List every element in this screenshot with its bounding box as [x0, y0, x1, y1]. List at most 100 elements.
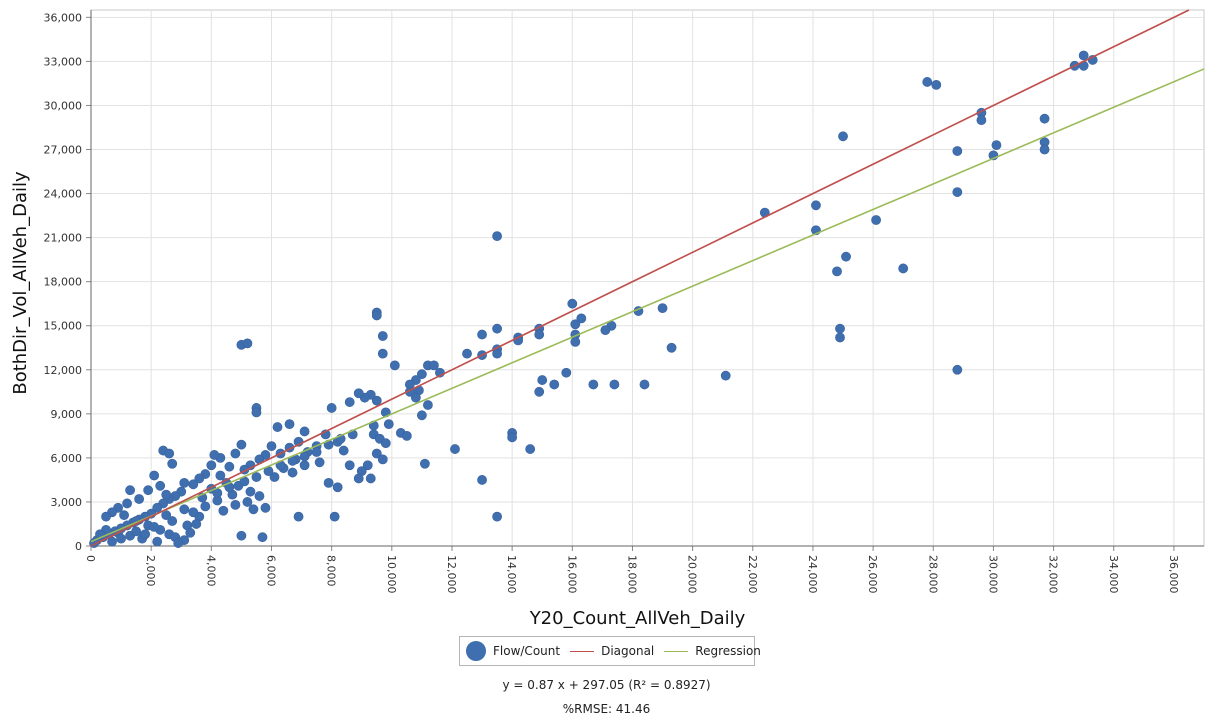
regression-equation: y = 0.87 x + 297.05 (R² = 0.8927)	[502, 678, 711, 692]
x-tick-label: 34,000	[1107, 555, 1120, 594]
data-point	[122, 498, 132, 509]
data-point	[194, 473, 205, 484]
data-point	[832, 266, 842, 277]
data-point	[898, 263, 909, 274]
data-point	[215, 470, 226, 481]
data-point	[332, 482, 343, 493]
data-point	[371, 395, 382, 406]
data-point	[155, 480, 166, 491]
data-point	[377, 331, 388, 341]
data-point	[600, 325, 611, 336]
data-point	[534, 329, 545, 340]
data-point	[299, 451, 310, 462]
legend-regression-marker	[664, 650, 689, 652]
data-point	[236, 439, 247, 450]
y-tick-label: 24,000	[44, 188, 83, 201]
data-point	[380, 438, 391, 449]
x-tick-label: 16,000	[565, 555, 578, 594]
data-point	[609, 379, 620, 390]
data-point	[161, 489, 172, 500]
data-point	[152, 502, 163, 513]
data-point	[284, 419, 295, 430]
data-point	[365, 473, 376, 484]
data-point	[401, 430, 412, 441]
data-point	[140, 529, 151, 540]
x-tick-label: 4,000	[204, 555, 217, 587]
y-tick-label: 3,000	[51, 496, 83, 509]
data-point	[134, 494, 145, 504]
data-point	[218, 505, 229, 516]
data-point	[119, 510, 129, 521]
data-point	[209, 450, 220, 460]
data-point	[537, 375, 548, 385]
data-point	[576, 313, 587, 324]
data-point	[149, 470, 160, 481]
data-point	[251, 407, 262, 418]
x-tick-label: 22,000	[746, 555, 759, 594]
data-point	[423, 400, 433, 410]
x-tick-label: 10,000	[385, 555, 398, 594]
data-point	[534, 386, 545, 397]
data-point	[191, 519, 202, 529]
data-point	[952, 146, 963, 156]
legend-label-flow-count: Flow/Count	[493, 644, 561, 658]
data-point	[260, 502, 271, 513]
data-point	[251, 472, 262, 482]
data-point	[567, 298, 578, 309]
data-point	[242, 338, 253, 349]
data-point	[492, 348, 502, 359]
rmse-label: %RMSE: 41.46	[562, 702, 651, 716]
x-tick-label: 28,000	[926, 555, 939, 594]
legend-item-diagonal: Diagonal	[570, 644, 654, 658]
legend-item-regression: Regression	[664, 644, 761, 658]
data-point	[326, 403, 337, 413]
plot-area	[90, 9, 1205, 547]
data-point	[389, 360, 400, 371]
data-point	[561, 367, 572, 378]
data-point	[311, 447, 322, 457]
data-point	[185, 527, 196, 538]
data-point	[149, 522, 160, 532]
data-point	[450, 444, 460, 454]
data-point	[570, 336, 581, 347]
data-point	[254, 491, 265, 501]
data-point	[230, 499, 241, 510]
data-point	[525, 444, 536, 454]
x-tick-label: 24,000	[806, 555, 819, 594]
data-point	[188, 507, 199, 518]
data-point	[419, 458, 430, 469]
y-tick-label: 36,000	[44, 11, 83, 24]
data-point	[344, 460, 355, 471]
x-tick-label: 14,000	[505, 555, 518, 594]
regression-line	[90, 68, 1205, 543]
diagonal-line	[90, 9, 1190, 547]
data-point	[362, 460, 373, 471]
data-point	[161, 510, 172, 521]
chart-legend: Flow/Count Diagonal Regression	[459, 636, 761, 666]
y-tick-label: 15,000	[44, 320, 83, 333]
data-point	[1039, 113, 1050, 124]
data-point	[266, 441, 277, 452]
y-tick-label: 12,000	[44, 364, 83, 377]
data-point	[720, 370, 731, 381]
data-point	[230, 448, 241, 459]
data-point	[329, 511, 340, 522]
x-tick-label: 26,000	[866, 555, 879, 594]
x-tick-label: 30,000	[986, 555, 999, 593]
data-point	[477, 329, 487, 340]
data-point	[143, 485, 154, 496]
data-point	[429, 360, 439, 371]
data-point	[167, 516, 178, 526]
data-point	[835, 332, 845, 343]
data-point	[338, 445, 349, 456]
data-point	[639, 379, 650, 390]
y-tick-label: 30,000	[44, 99, 83, 112]
data-point	[353, 388, 364, 399]
data-point	[416, 410, 427, 421]
y-tick-label: 18,000	[44, 276, 83, 289]
data-point	[164, 448, 175, 459]
data-point	[287, 467, 298, 478]
data-point	[179, 477, 190, 488]
data-point	[838, 131, 848, 142]
data-point	[344, 397, 355, 407]
